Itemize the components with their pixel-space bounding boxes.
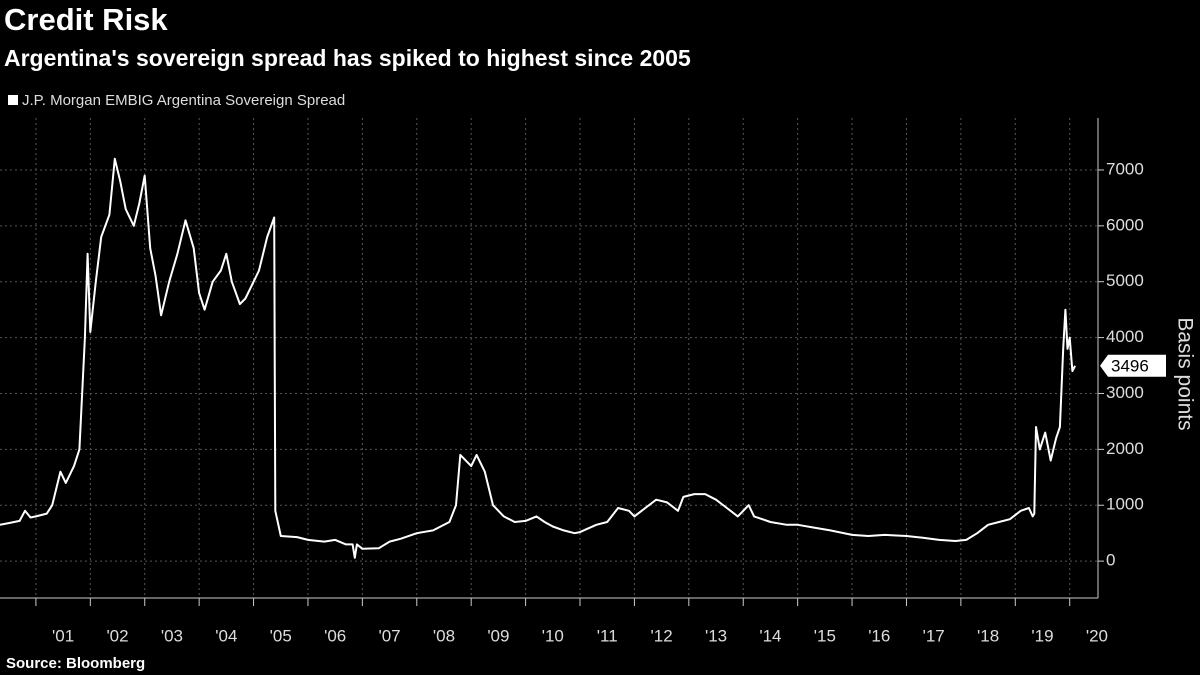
x-tick-label: '08 (433, 626, 455, 645)
x-tick-label: '01 (52, 626, 74, 645)
y-tick-label: 3000 (1106, 383, 1144, 402)
x-tick-label: '04 (215, 626, 237, 645)
y-tick-label: 5000 (1106, 271, 1144, 290)
last-value-box (1100, 354, 1166, 377)
x-tick-label: '11 (597, 626, 618, 645)
x-tick-label: '12 (651, 626, 673, 645)
y-tick-label: 6000 (1106, 215, 1144, 234)
legend-swatch (8, 95, 18, 105)
x-tick-label: '20 (1086, 626, 1108, 645)
source: Source: Bloomberg (6, 655, 145, 672)
x-tick-label: '09 (487, 626, 509, 645)
x-tick-label: '16 (868, 626, 890, 645)
x-tick-label: '10 (542, 626, 564, 645)
x-tick-label: '17 (923, 626, 945, 645)
legend-label: J.P. Morgan EMBIG Argentina Sovereign Sp… (22, 92, 345, 109)
y-tick-label: 0 (1106, 551, 1115, 570)
x-tick-label: '18 (977, 626, 999, 645)
x-tick-label: '02 (106, 626, 128, 645)
x-tick-label: '05 (270, 626, 292, 645)
y-tick-label: 2000 (1106, 439, 1144, 458)
series-line (0, 157, 1076, 559)
x-tick-label: '07 (378, 626, 400, 645)
chart-title: Credit Risk (4, 2, 168, 37)
y-tick-label: 7000 (1106, 159, 1144, 178)
x-tick-label: '03 (161, 626, 183, 645)
x-tick-label: '19 (1031, 626, 1053, 645)
chart-subtitle: Argentina's sovereign spread has spiked … (4, 45, 691, 71)
x-tick-label: '15 (814, 626, 836, 645)
x-tick-label: '06 (324, 626, 346, 645)
x-tick-label: '13 (705, 626, 727, 645)
x-tick-label: '14 (759, 626, 781, 645)
y-tick-label: 4000 (1106, 327, 1144, 346)
y-axis-title: Basis points (1173, 317, 1196, 430)
last-value-label: 3496 (1111, 356, 1149, 375)
y-tick-label: 1000 (1106, 495, 1144, 514)
